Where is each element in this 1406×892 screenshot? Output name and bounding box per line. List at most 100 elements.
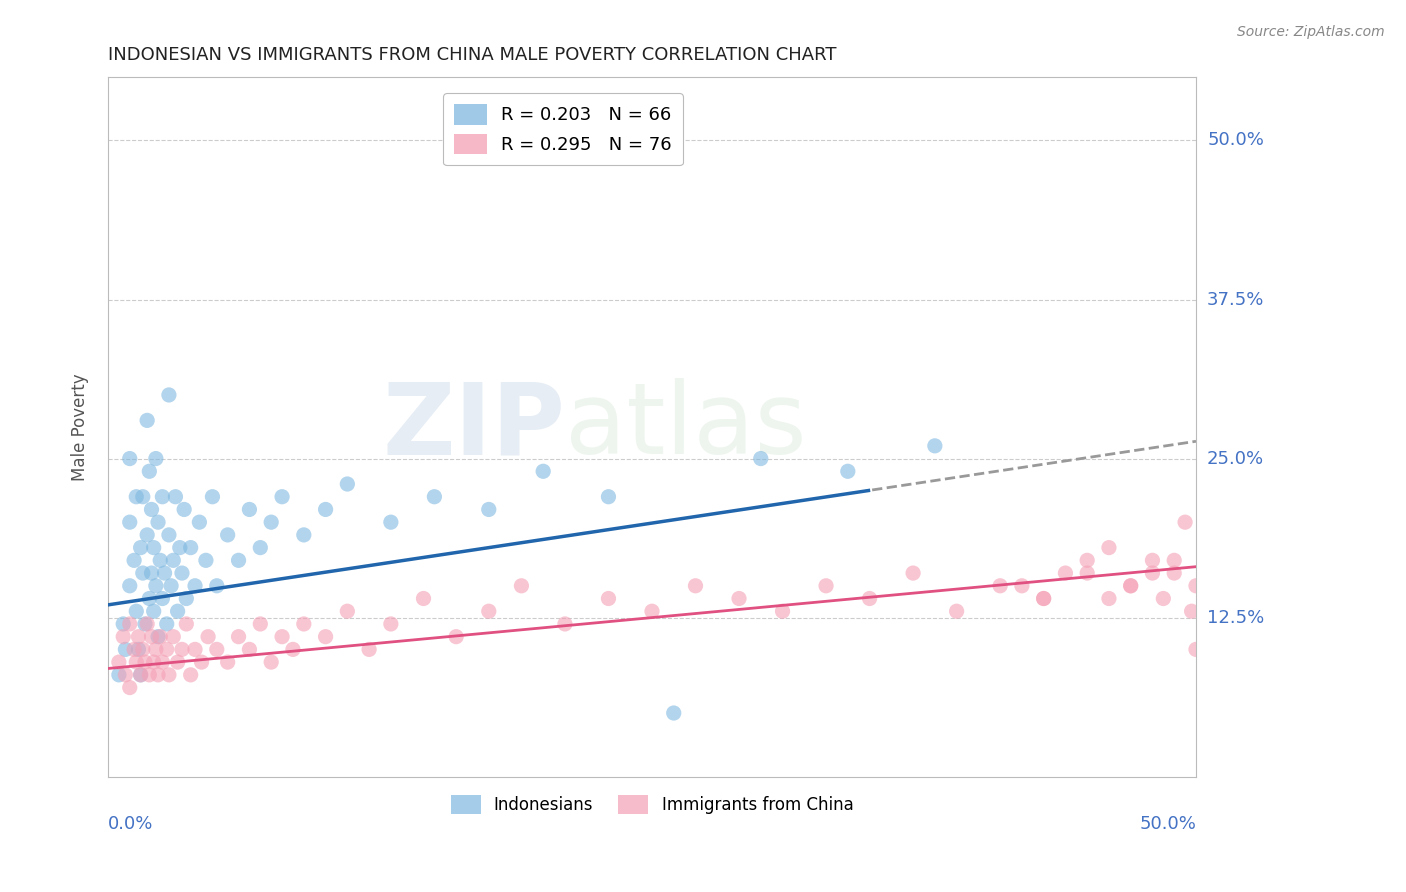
Point bbox=[150, 490, 173, 504]
Point bbox=[180, 541, 202, 555]
Point bbox=[156, 616, 179, 631]
Point bbox=[149, 630, 172, 644]
Point bbox=[173, 502, 195, 516]
Point bbox=[641, 604, 664, 618]
Text: atlas: atlas bbox=[565, 378, 807, 475]
Point bbox=[271, 630, 294, 644]
Point bbox=[478, 604, 501, 618]
Point bbox=[129, 541, 152, 555]
Point bbox=[170, 566, 193, 580]
Point bbox=[127, 630, 149, 644]
Point bbox=[141, 502, 163, 516]
Point bbox=[1185, 579, 1208, 593]
Point bbox=[138, 668, 160, 682]
Point bbox=[127, 642, 149, 657]
Point bbox=[129, 668, 152, 682]
Point bbox=[1011, 579, 1033, 593]
Point bbox=[217, 528, 239, 542]
Point bbox=[132, 566, 155, 580]
Point bbox=[118, 579, 141, 593]
Point bbox=[118, 515, 141, 529]
Point bbox=[108, 668, 131, 682]
Point bbox=[122, 642, 145, 657]
Point bbox=[156, 642, 179, 657]
Point bbox=[531, 464, 554, 478]
Text: 12.5%: 12.5% bbox=[1208, 608, 1264, 626]
Point bbox=[380, 515, 402, 529]
Point bbox=[157, 528, 180, 542]
Point bbox=[380, 616, 402, 631]
Point bbox=[145, 451, 167, 466]
Point bbox=[292, 616, 315, 631]
Point bbox=[162, 630, 184, 644]
Point bbox=[478, 502, 501, 516]
Point bbox=[136, 413, 159, 427]
Point bbox=[1163, 566, 1185, 580]
Point bbox=[662, 706, 685, 720]
Point bbox=[1142, 553, 1164, 567]
Point bbox=[118, 451, 141, 466]
Point bbox=[598, 591, 620, 606]
Point bbox=[118, 681, 141, 695]
Point bbox=[1174, 515, 1197, 529]
Point bbox=[114, 642, 136, 657]
Point bbox=[197, 630, 219, 644]
Point bbox=[134, 616, 156, 631]
Point bbox=[924, 439, 946, 453]
Point bbox=[1032, 591, 1054, 606]
Point bbox=[238, 642, 260, 657]
Point bbox=[125, 490, 148, 504]
Point bbox=[685, 579, 707, 593]
Text: 37.5%: 37.5% bbox=[1208, 291, 1264, 309]
Text: INDONESIAN VS IMMIGRANTS FROM CHINA MALE POVERTY CORRELATION CHART: INDONESIAN VS IMMIGRANTS FROM CHINA MALE… bbox=[108, 46, 837, 64]
Point bbox=[145, 579, 167, 593]
Point bbox=[141, 630, 163, 644]
Point bbox=[180, 668, 202, 682]
Point bbox=[149, 553, 172, 567]
Point bbox=[988, 579, 1011, 593]
Point bbox=[108, 655, 131, 669]
Point bbox=[138, 591, 160, 606]
Point bbox=[160, 579, 183, 593]
Point bbox=[162, 553, 184, 567]
Point bbox=[238, 502, 260, 516]
Point bbox=[412, 591, 434, 606]
Point bbox=[815, 579, 838, 593]
Point bbox=[444, 630, 467, 644]
Point bbox=[146, 668, 169, 682]
Point bbox=[118, 616, 141, 631]
Point bbox=[136, 528, 159, 542]
Point bbox=[150, 655, 173, 669]
Point bbox=[1076, 566, 1098, 580]
Text: 50.0%: 50.0% bbox=[1139, 815, 1197, 833]
Point bbox=[205, 642, 228, 657]
Text: 50.0%: 50.0% bbox=[1208, 131, 1264, 150]
Point bbox=[1163, 553, 1185, 567]
Point bbox=[1119, 579, 1142, 593]
Point bbox=[598, 490, 620, 504]
Y-axis label: Male Poverty: Male Poverty bbox=[72, 373, 89, 481]
Point bbox=[749, 451, 772, 466]
Point bbox=[1098, 591, 1121, 606]
Point bbox=[114, 668, 136, 682]
Point bbox=[901, 566, 924, 580]
Text: ZIP: ZIP bbox=[382, 378, 565, 475]
Point bbox=[146, 515, 169, 529]
Point bbox=[945, 604, 967, 618]
Point bbox=[1076, 553, 1098, 567]
Point bbox=[260, 515, 283, 529]
Point bbox=[141, 566, 163, 580]
Point bbox=[153, 566, 176, 580]
Point bbox=[136, 616, 159, 631]
Text: Source: ZipAtlas.com: Source: ZipAtlas.com bbox=[1237, 25, 1385, 39]
Point bbox=[1181, 604, 1204, 618]
Point bbox=[292, 528, 315, 542]
Point bbox=[228, 630, 250, 644]
Point bbox=[190, 655, 212, 669]
Point bbox=[142, 604, 165, 618]
Text: 25.0%: 25.0% bbox=[1208, 450, 1264, 467]
Point bbox=[112, 616, 135, 631]
Point bbox=[184, 642, 207, 657]
Point bbox=[142, 541, 165, 555]
Point bbox=[125, 604, 148, 618]
